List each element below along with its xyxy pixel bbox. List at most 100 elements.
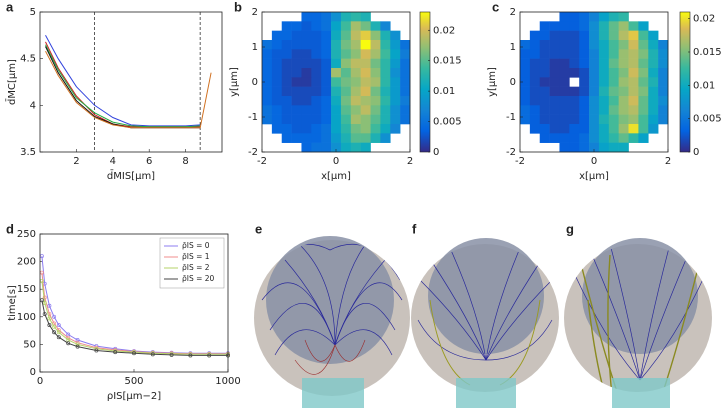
heat-cell [281,68,292,78]
heat-cell [301,49,312,59]
marker [66,341,71,346]
heat-cell [311,96,322,106]
heat-cell [598,21,610,31]
heat-cell [311,49,322,59]
heat-cell [262,68,273,78]
heat-cell [321,21,332,31]
heat-cell [291,40,302,50]
x-tick-label: 1000 [215,376,240,387]
heat-cell [628,21,639,31]
heat-cell [340,21,352,31]
heat-cell [360,12,371,22]
heat-cell [628,58,639,69]
heat-cell [311,86,322,97]
heat-cell [569,124,580,134]
y-tick-label: 50 [23,339,36,350]
heat-cell [321,114,332,125]
heat-cell [648,49,659,59]
heat-cell [559,49,570,59]
heat-cell [638,114,649,125]
heat-cell [579,114,590,125]
heat-cell [331,96,342,106]
heat-cell [321,142,332,153]
colorbar-tick-label: 0.01 [433,86,455,97]
heat-cell [311,114,322,125]
heat-cell [291,21,302,31]
heat-cell [539,68,550,78]
y-axis-label: y[μm] [229,67,240,97]
heat-cell [331,142,342,153]
heat-cell [529,105,541,115]
heat-cell [658,68,669,78]
heat-cell [301,77,312,87]
heat-cell [380,86,391,97]
y-tick-label: 2 [510,7,516,18]
heat-cell [331,133,342,143]
x-tick-label: 0 [37,376,43,387]
heat-cell [331,12,342,22]
heat-cell [569,114,580,125]
heat-cell [579,49,590,59]
heat-cell [638,49,649,59]
heat-cell [559,133,570,143]
heat-cell [281,40,292,50]
heat-cell [579,12,590,22]
heat-cell [579,96,590,106]
heat-cell [539,96,550,106]
heat-cell [559,12,570,22]
marker [207,353,212,358]
heat-cell [301,114,312,125]
y-tick-label: 150 [17,284,36,295]
marker [188,353,193,358]
marker [75,342,80,347]
heat-cell [291,58,302,69]
heat-cell [390,30,401,41]
heat-cell [331,21,342,31]
heat-cell [539,58,550,69]
heat-cell [400,114,411,125]
y-tick-label: 0 [510,77,516,88]
heat-cell [618,114,629,125]
heat-cell [291,30,302,41]
heat-cell [331,86,342,97]
heat-cell [271,86,283,97]
heat-cell [262,114,273,125]
axes-frame [39,11,223,153]
heat-cell [549,21,560,31]
heat-cell [628,124,639,134]
x-axis-label: x[μm] [321,171,351,182]
series-line [45,35,201,127]
heat-cell [589,105,600,115]
heat-cell [598,30,610,41]
heat-cell [559,105,570,115]
heat-cell [340,49,352,59]
heat-cell [400,68,411,78]
x-tick-label: 6 [146,156,152,167]
heat-cell [569,40,580,50]
heat-cell [271,30,283,41]
heat-cell [281,124,292,134]
heat-cell [589,58,600,69]
render-f [411,238,559,408]
heat-cell [350,12,361,22]
heat-cell [400,58,411,69]
heat-cell [579,77,590,87]
axes-frame [519,11,669,153]
colorbar [419,11,431,153]
heat-cell [608,142,619,153]
heat-cell [360,105,371,115]
heat-cell [321,86,332,97]
heat-cell [529,49,541,59]
heat-cell [380,49,391,59]
heat-cell [360,96,371,106]
heat-cell [370,68,381,78]
heat-cell [520,68,531,78]
heat-cell [321,30,332,41]
x-tick-label: -2 [257,156,267,167]
heat-cell [350,40,361,50]
heat-cell [400,96,411,106]
heat-cell [262,105,273,115]
panel-label: c [492,0,499,14]
heat-cell [618,21,629,31]
y-tick-label: -1 [506,112,516,123]
